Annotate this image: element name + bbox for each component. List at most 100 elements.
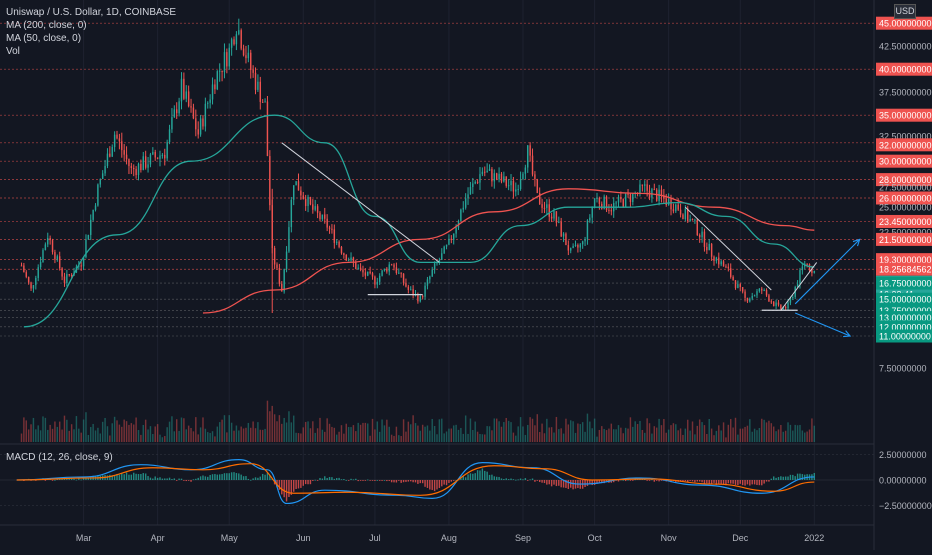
- candle-body: [398, 272, 400, 274]
- macd-histogram-bar: [398, 480, 400, 481]
- candle-body: [765, 289, 768, 296]
- candle-body: [149, 154, 152, 165]
- candle-body: [82, 257, 85, 267]
- macd-histogram-bar: [374, 480, 376, 481]
- volume-bar: [538, 432, 541, 442]
- volume-bar: [190, 428, 192, 442]
- candle-body: [672, 209, 675, 212]
- ma50-line: [23, 114, 815, 328]
- volume-bar: [257, 422, 259, 442]
- volume-bar: [207, 432, 209, 442]
- symbol-title[interactable]: Uniswap / U.S. Dollar, 1D, COINBASE: [6, 7, 177, 18]
- projection-arrowhead: [852, 238, 861, 247]
- volume-bar: [546, 418, 548, 442]
- candle-body: [701, 231, 703, 238]
- candle-body: [770, 301, 773, 303]
- price-label-tag: [876, 62, 932, 76]
- volume-bar: [715, 430, 718, 442]
- volume-bar: [245, 427, 247, 442]
- volume-bar: [414, 423, 417, 442]
- macd-histogram-bar: [421, 480, 424, 484]
- candle-body: [467, 194, 469, 199]
- volume-bar: [70, 424, 73, 442]
- macd-histogram-bar: [777, 477, 780, 480]
- macd-histogram-bar: [362, 480, 364, 481]
- volume-bar: [178, 430, 180, 442]
- candle-body: [689, 218, 691, 222]
- volume-bar: [90, 427, 92, 442]
- candle-body: [794, 286, 796, 297]
- candle-body: [464, 198, 467, 208]
- ma50-legend[interactable]: MA (50, close, 0): [6, 33, 82, 44]
- volume-bar: [376, 421, 379, 442]
- volume-bar: [73, 429, 75, 442]
- volume-legend[interactable]: Vol: [6, 46, 20, 57]
- macd-histogram-bar: [799, 473, 801, 480]
- macd-histogram-bar: [488, 474, 491, 480]
- macd-histogram-bar: [627, 479, 629, 481]
- macd-histogram-bar: [462, 476, 464, 480]
- volume-bar: [42, 416, 44, 442]
- volume-bar: [562, 433, 565, 442]
- candle-body: [364, 272, 367, 276]
- macd-histogram-bar: [393, 480, 395, 483]
- volume-bar: [94, 430, 97, 442]
- macd-histogram-bar: [261, 473, 264, 480]
- macd-histogram-bar: [338, 477, 340, 480]
- price-axis-label: 18.25684562: [879, 265, 932, 275]
- macd-histogram-bar: [438, 480, 441, 488]
- macd-histogram-bar: [285, 480, 288, 502]
- macd-histogram-bar: [388, 480, 390, 481]
- candle-body: [751, 295, 753, 299]
- volume-bar: [620, 427, 622, 442]
- volume-bar: [765, 422, 768, 442]
- macd-legend[interactable]: MACD (12, 26, close, 9): [6, 452, 113, 463]
- macd-histogram-bar: [400, 480, 402, 483]
- volume-bar: [137, 430, 140, 442]
- price-label-tag: [876, 108, 932, 122]
- ma200-legend[interactable]: MA (200, close, 0): [6, 20, 87, 31]
- volume-bar: [113, 416, 116, 442]
- volume-bar: [324, 431, 326, 442]
- volume-bar: [374, 429, 376, 442]
- volume-bar: [364, 422, 367, 442]
- candle-body: [646, 184, 648, 191]
- currency-badge[interactable]: USD: [894, 4, 916, 19]
- volume-bar: [63, 415, 66, 442]
- volume-bar: [369, 435, 371, 442]
- volume-bar: [589, 421, 591, 442]
- volume-bar: [522, 426, 524, 442]
- macd-histogram-bar: [519, 478, 522, 480]
- volume-bar: [27, 429, 30, 442]
- macd-histogram-bar: [130, 474, 133, 480]
- macd-histogram-bar: [137, 474, 140, 480]
- macd-histogram-bar: [460, 478, 462, 480]
- macd-histogram-bar: [183, 480, 185, 481]
- volume-bar: [651, 433, 653, 442]
- volume-bar: [484, 434, 486, 442]
- volume-bar: [627, 428, 629, 442]
- macd-histogram-bar: [359, 480, 362, 481]
- volume-bar: [230, 422, 233, 442]
- macd-histogram-bar: [651, 479, 653, 481]
- volume-bar: [634, 421, 636, 442]
- volume-bar: [335, 434, 338, 442]
- candle-body: [259, 81, 262, 102]
- macd-histogram-bar: [741, 480, 744, 486]
- macd-histogram-bar: [164, 478, 166, 480]
- macd-histogram-bar: [424, 480, 426, 487]
- candle-body: [749, 298, 751, 302]
- macd-histogram-bar: [498, 476, 500, 480]
- volume-bar: [426, 425, 429, 442]
- volume-bar: [527, 424, 529, 442]
- volume-bar: [801, 430, 804, 442]
- candle-body: [441, 253, 443, 260]
- volume-bar: [412, 415, 414, 442]
- volume-bar: [171, 416, 173, 442]
- macd-histogram-bar: [481, 468, 484, 480]
- macd-histogram-bar: [495, 476, 498, 480]
- macd-histogram-bar: [312, 480, 314, 481]
